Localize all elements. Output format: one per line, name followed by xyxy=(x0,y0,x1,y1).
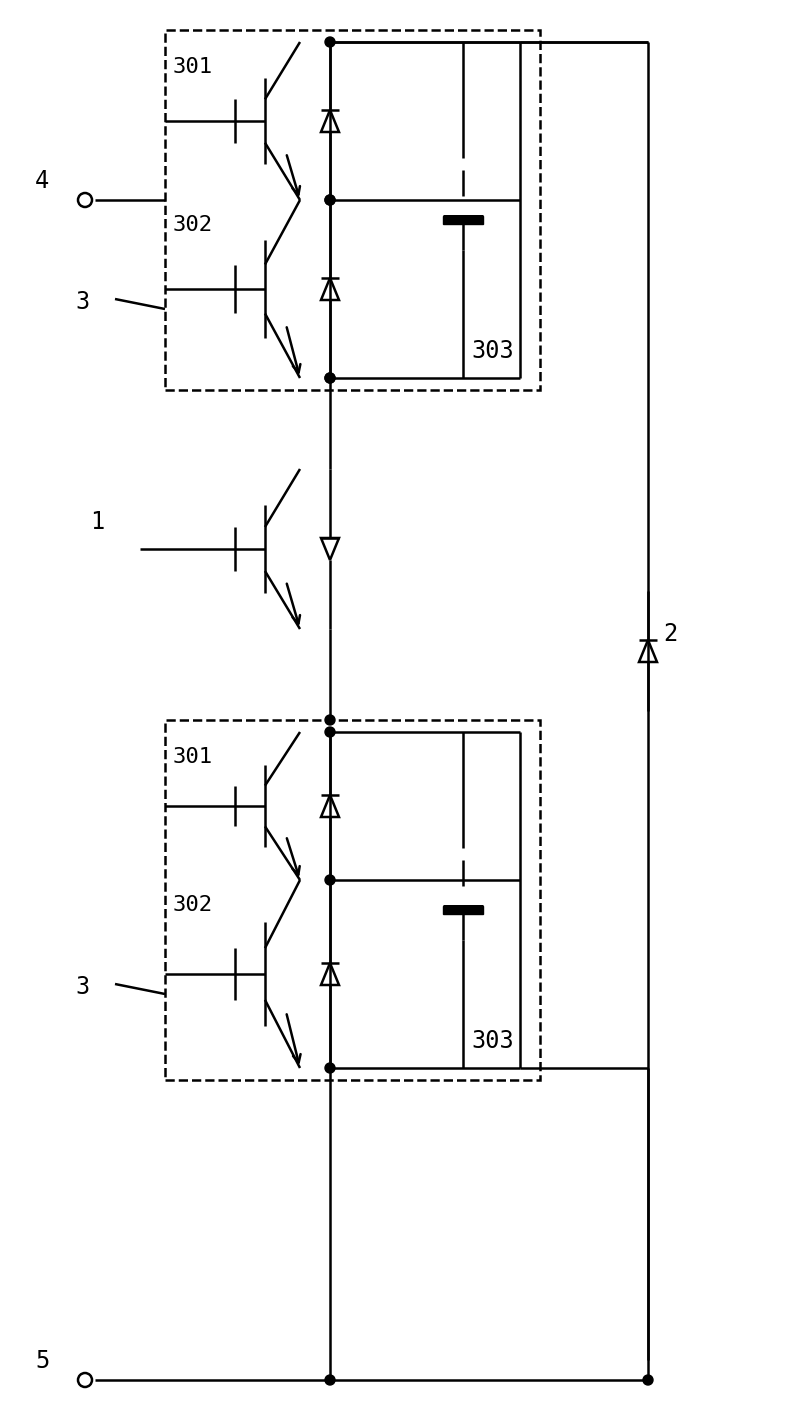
Circle shape xyxy=(325,1376,335,1385)
Circle shape xyxy=(325,874,335,886)
Text: 2: 2 xyxy=(663,622,677,646)
Text: 3: 3 xyxy=(75,290,89,314)
Bar xyxy=(443,215,483,224)
Text: 302: 302 xyxy=(173,895,213,915)
Bar xyxy=(165,30,540,390)
Text: 302: 302 xyxy=(173,215,213,235)
Circle shape xyxy=(325,194,335,206)
Text: 303: 303 xyxy=(471,1029,513,1053)
Circle shape xyxy=(325,715,335,725)
Circle shape xyxy=(325,194,335,206)
Circle shape xyxy=(325,373,335,383)
Text: 301: 301 xyxy=(173,748,213,767)
Text: 4: 4 xyxy=(35,169,49,193)
Circle shape xyxy=(325,373,335,383)
Text: 3: 3 xyxy=(75,974,89,1000)
Circle shape xyxy=(643,1376,653,1385)
Bar xyxy=(165,719,540,1080)
Text: 301: 301 xyxy=(173,56,213,77)
Circle shape xyxy=(325,727,335,736)
Circle shape xyxy=(325,37,335,46)
Circle shape xyxy=(325,1063,335,1073)
Text: 303: 303 xyxy=(471,339,513,363)
Text: 5: 5 xyxy=(35,1349,49,1373)
Text: 1: 1 xyxy=(90,510,105,534)
Bar xyxy=(443,905,483,914)
